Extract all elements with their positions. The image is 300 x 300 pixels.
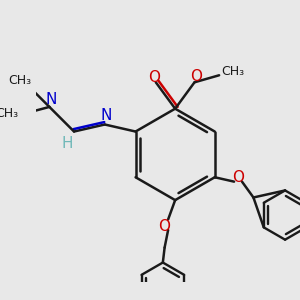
Text: O: O xyxy=(190,69,202,84)
Text: O: O xyxy=(158,219,170,234)
Text: CH₃: CH₃ xyxy=(222,65,245,78)
Text: O: O xyxy=(148,70,160,85)
Text: N: N xyxy=(46,92,57,107)
Text: CH₃: CH₃ xyxy=(0,107,19,121)
Text: N: N xyxy=(101,108,112,123)
Text: O: O xyxy=(232,170,244,185)
Text: H: H xyxy=(61,136,73,151)
Text: CH₃: CH₃ xyxy=(8,74,31,87)
